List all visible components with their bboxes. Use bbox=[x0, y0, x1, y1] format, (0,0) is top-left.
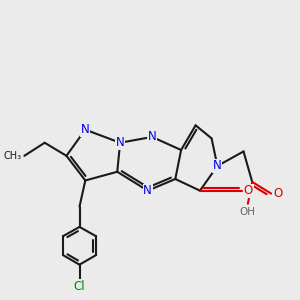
Text: N: N bbox=[116, 136, 124, 149]
Text: N: N bbox=[81, 123, 90, 136]
Text: Cl: Cl bbox=[74, 280, 85, 293]
Text: O: O bbox=[244, 184, 253, 197]
Text: O: O bbox=[274, 187, 283, 200]
Text: OH: OH bbox=[240, 207, 256, 217]
Text: N: N bbox=[143, 184, 152, 197]
Text: CH₃: CH₃ bbox=[3, 151, 21, 161]
Text: N: N bbox=[148, 130, 157, 143]
Text: N: N bbox=[213, 160, 222, 172]
